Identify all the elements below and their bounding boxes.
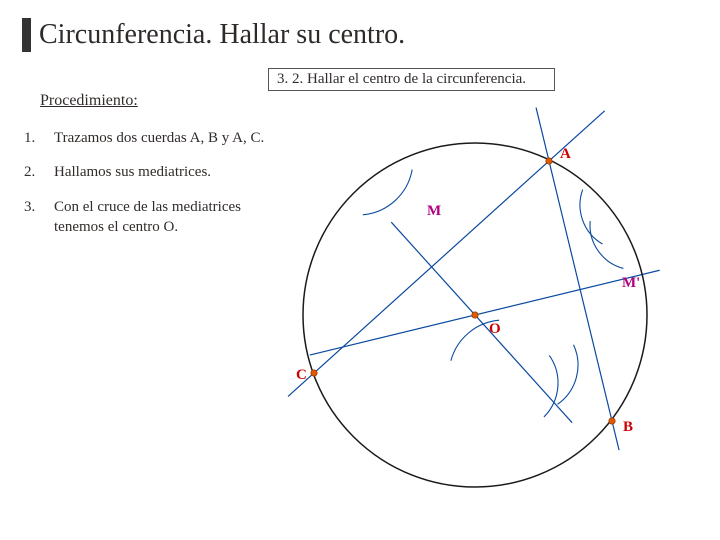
procedure-heading: Procedimiento: <box>40 92 138 110</box>
step-number: 1. <box>24 128 54 148</box>
svg-text:O: O <box>489 321 501 337</box>
step-2: 2. Hallamos sus mediatrices. <box>24 162 274 182</box>
svg-text:C: C <box>296 367 307 383</box>
svg-text:A: A <box>560 146 571 162</box>
step-text: Trazamos dos cuerdas A, B y A, C. <box>54 128 274 148</box>
page-title: Circunferencia. Hallar su centro. <box>39 19 405 51</box>
step-text: Hallamos sus mediatrices. <box>54 162 274 182</box>
step-number: 3. <box>24 197 54 238</box>
svg-text:M: M <box>427 203 441 219</box>
title-accent-bar <box>22 18 31 52</box>
figure-svg: A B C O M M' <box>260 90 700 530</box>
procedure-steps: 1. Trazamos dos cuerdas A, B y A, C. 2. … <box>24 128 274 251</box>
svg-text:B: B <box>623 419 633 435</box>
figure-caption-box: 3. 2. Hallar el centro de la circunferen… <box>268 68 555 91</box>
step-1: 1. Trazamos dos cuerdas A, B y A, C. <box>24 128 274 148</box>
circle-construction-figure: A B C O M M' <box>260 90 700 530</box>
step-text: Con el cruce de las mediatrices tenemos … <box>54 197 274 238</box>
svg-text:M': M' <box>622 275 640 291</box>
step-3: 3. Con el cruce de las mediatrices tenem… <box>24 197 274 238</box>
title-row: Circunferencia. Hallar su centro. <box>0 0 720 58</box>
step-number: 2. <box>24 162 54 182</box>
